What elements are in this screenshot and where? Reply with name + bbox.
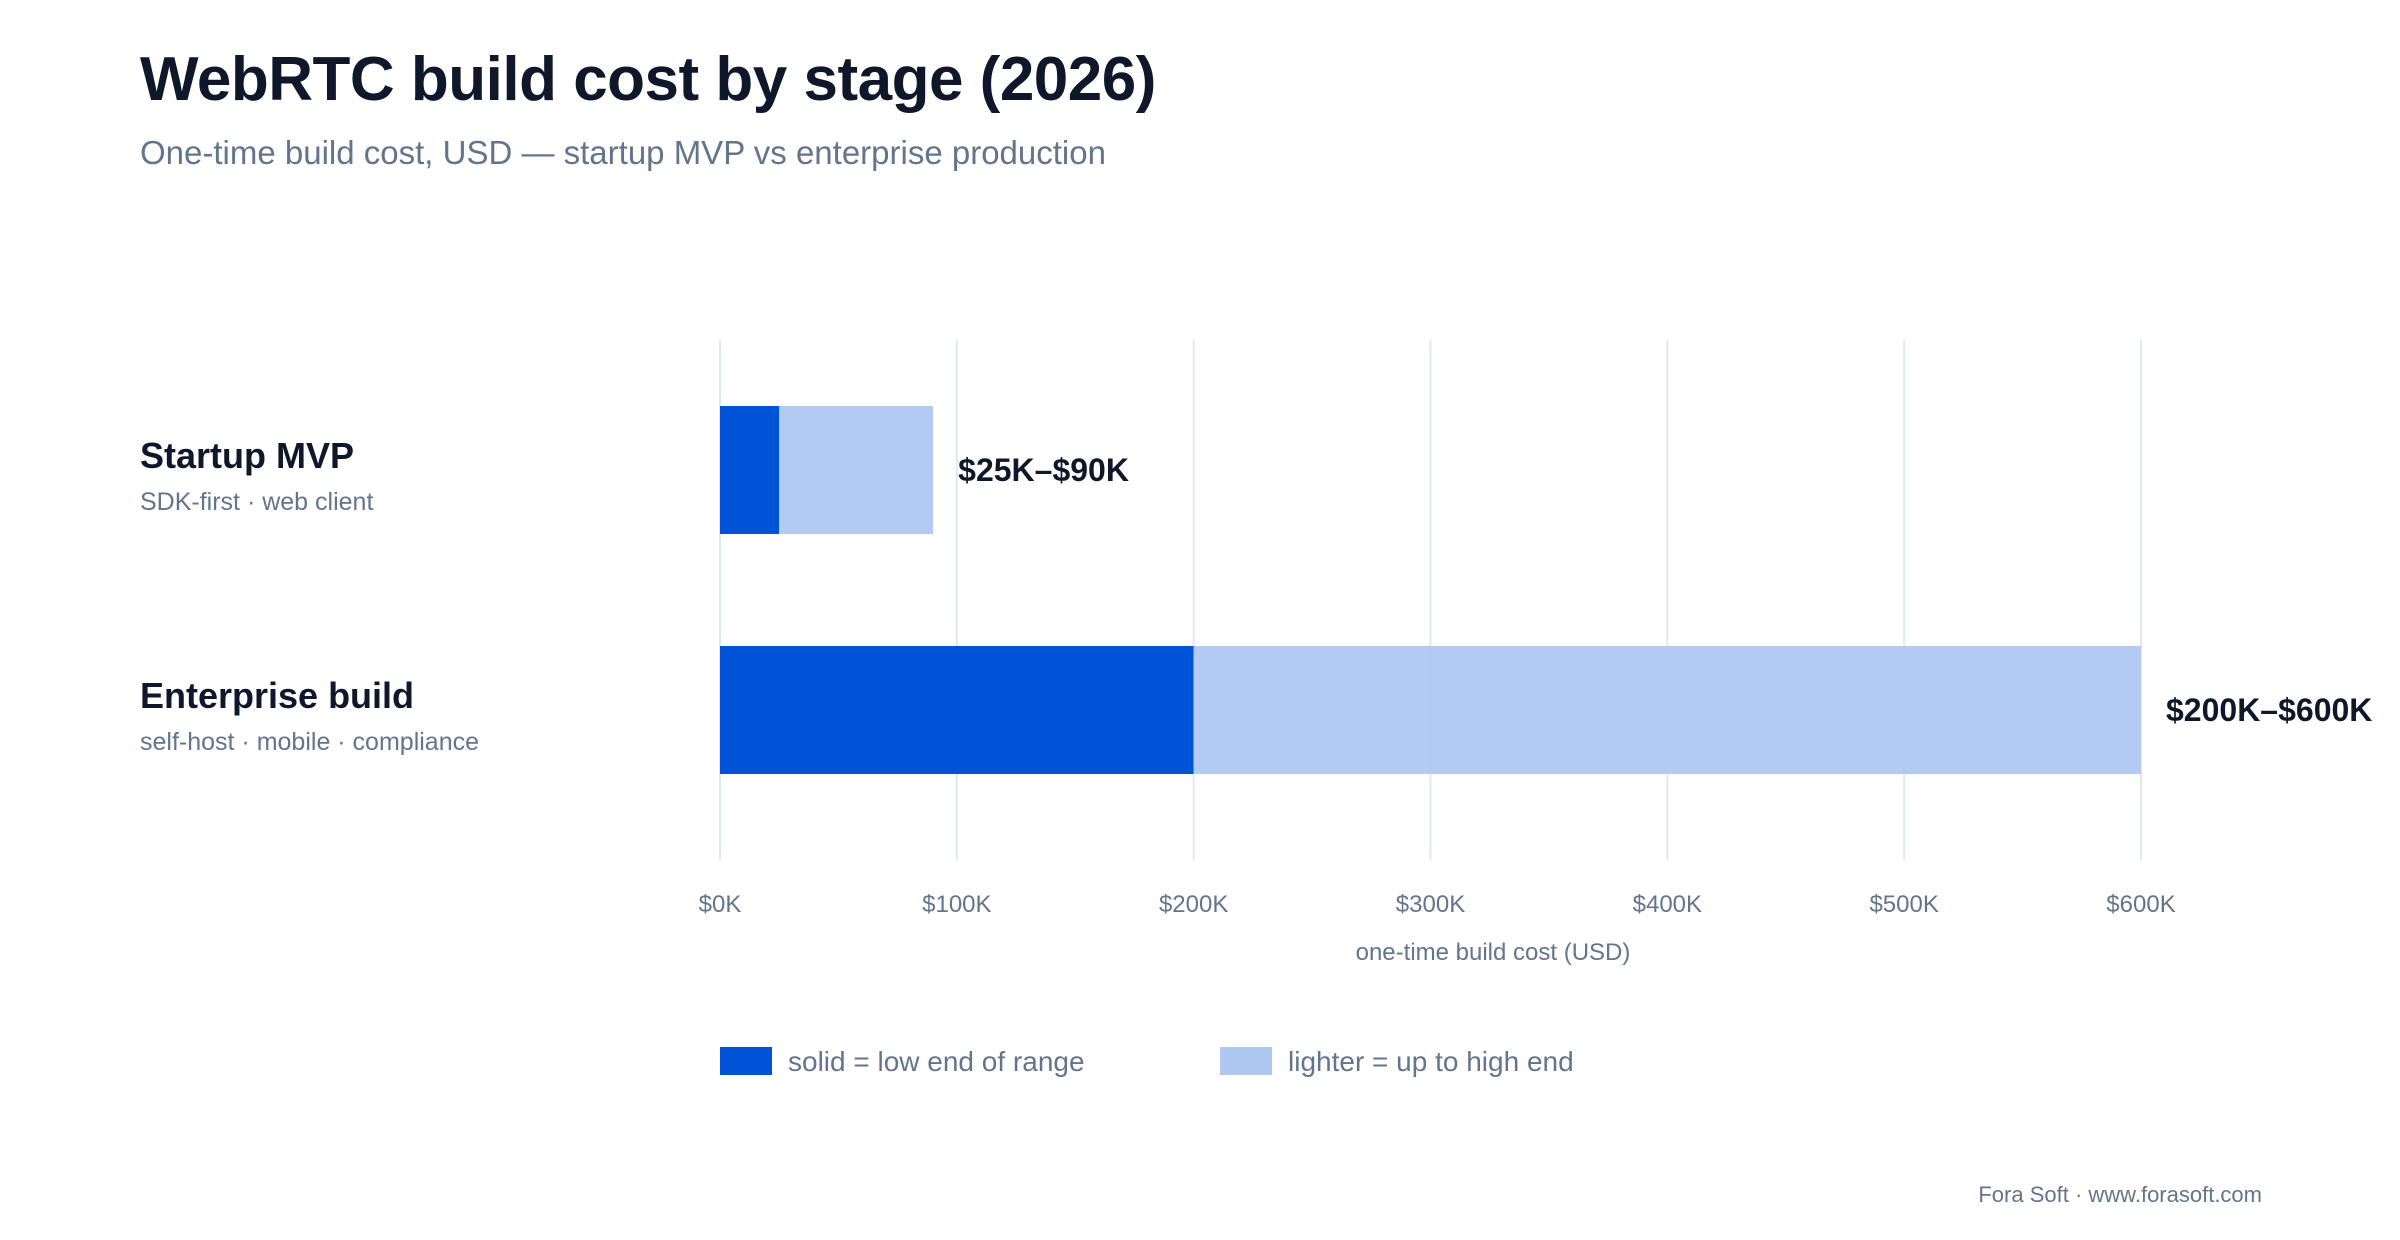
bar-high-segment: [779, 406, 934, 534]
bars: [720, 406, 2141, 774]
x-tick-label: $200K: [1159, 891, 1228, 918]
x-tick-labels: $0K $100K $200K $300K $400K $500K $600K: [699, 891, 2176, 918]
chart-subtitle: One-time build cost, USD — startup MVP v…: [140, 134, 1106, 171]
x-axis-label: one-time build cost (USD): [1356, 939, 1631, 966]
x-tick-label: $0K: [699, 891, 742, 918]
chart-title: WebRTC build cost by stage (2026): [140, 45, 1156, 114]
legend-label: solid = low end of range: [788, 1046, 1085, 1077]
x-tick-label: $100K: [922, 891, 991, 918]
bar-low-segment: [720, 406, 780, 534]
bar-high-segment: [1193, 646, 2141, 774]
grid-lines: [719, 340, 2142, 860]
range-labels: $25K–$90K $200K–$600K: [958, 452, 2372, 728]
x-tick-label: $600K: [2106, 891, 2175, 918]
category-sublabel: SDK-first · web client: [140, 488, 373, 516]
category-labels: Startup MVP SDK-first · web client Enterpr…: [140, 435, 479, 756]
range-data-label: $200K–$600K: [2166, 692, 2372, 728]
x-tick-label: $300K: [1396, 891, 1465, 918]
legend: solid = low end of range lighter = up to …: [720, 1046, 1574, 1077]
legend-swatch: [720, 1047, 772, 1075]
x-tick-label: $400K: [1633, 891, 1702, 918]
x-tick-label: $500K: [1869, 891, 1938, 918]
category-label: Enterprise build: [140, 675, 414, 716]
legend-label: lighter = up to high end: [1288, 1046, 1574, 1077]
range-data-label: $25K–$90K: [958, 452, 1129, 488]
legend-swatch: [1220, 1047, 1272, 1075]
category-sublabel: self-host · mobile · compliance: [140, 728, 479, 756]
category-label: Startup MVP: [140, 435, 354, 476]
footer-credit: Fora Soft · www.forasoft.com: [1978, 1182, 2262, 1207]
bar-low-segment: [720, 646, 1194, 774]
